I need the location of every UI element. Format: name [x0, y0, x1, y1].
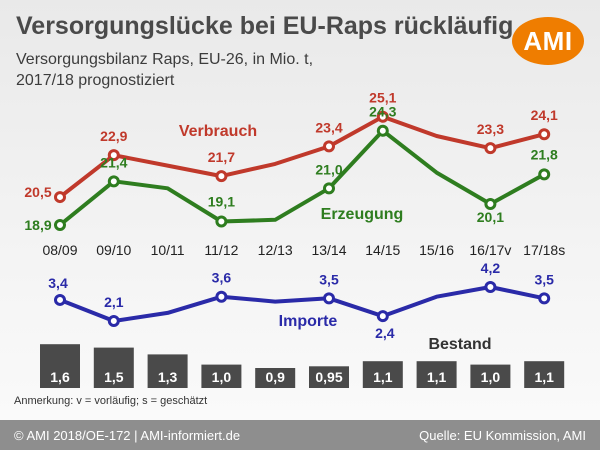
bestand-bar-11-12: [201, 364, 242, 388]
series-label-verbrauch: Verbrauch: [179, 123, 257, 140]
verbrauch-data-label-14-15: 25,1: [369, 90, 396, 106]
importe-point-11-12: [215, 290, 228, 303]
ami-logo: AMI: [512, 17, 584, 65]
importe-line: [58, 285, 547, 323]
verbrauch-point-17-18s: [538, 128, 551, 141]
erzeugung-data-label-14-15: 24,3: [369, 104, 396, 120]
bestand-bar-14-15: [362, 361, 403, 388]
importe-data-label-13-14: 3,5: [319, 271, 339, 287]
x-tick-label-12-13: 12/13: [258, 242, 293, 258]
x-tick-label-15-16: 15/16: [419, 242, 454, 258]
footnote: Anmerkung: v = vorläufig; s = geschätzt: [14, 395, 208, 407]
bestand-bar-label-08-09: 1,6: [50, 369, 70, 385]
bestand-bar-15-16: [416, 361, 457, 388]
erzeugung-data-label-11-12: 19,1: [208, 194, 235, 210]
verbrauch-point-08-09: [54, 191, 66, 204]
verbrauch-data-label-17-18s: 24,1: [531, 107, 558, 123]
erzeugung-point-11-12: [215, 215, 228, 228]
erzeugung-data-label-16-17v: 20,1: [477, 209, 504, 225]
x-tick-label-14-15: 14/15: [365, 242, 400, 258]
erzeugung-point-17-18s: [538, 168, 551, 181]
importe-data-label-16-17v: 4,2: [481, 260, 501, 276]
erzeugung-point-08-09: [54, 219, 66, 231]
chart-subtitle-2: 2017/18 prognostiziert: [16, 72, 175, 89]
verbrauch-point-09-10: [107, 149, 120, 162]
importe-point-13-14: [323, 292, 335, 305]
chart-title: Versorgungslücke bei EU-Raps rückläufig: [16, 12, 514, 40]
bestand-bar-label-13-14: 0,95: [315, 369, 342, 385]
importe-point-17-18s: [538, 292, 551, 305]
importe-data-label-09-10: 2,1: [104, 294, 124, 310]
bestand-bar-08-09: [40, 344, 80, 388]
verbrauch-point-14-15: [376, 110, 389, 123]
bestand-bar-label-11-12: 1,0: [212, 369, 232, 385]
bestand-bar-label-09-10: 1,5: [104, 369, 124, 385]
footer-bar: © AMI 2018/OE-172 | AMI-informiert.de Qu…: [0, 420, 600, 450]
series-label-bestand: Bestand: [428, 336, 491, 353]
bestand-bar-09-10: [93, 347, 134, 388]
bestand-bar-label-14-15: 1,1: [373, 369, 393, 385]
importe-point-08-09: [54, 293, 66, 306]
verbrauch-point-13-14: [323, 140, 335, 153]
erzeugung-point-09-10: [107, 175, 120, 188]
x-tick-label-17-18s: 17/18s: [523, 242, 565, 258]
erzeugung-point-14-15: [376, 124, 389, 137]
verbrauch-data-label-16-17v: 23,3: [477, 121, 504, 137]
importe-data-label-14-15: 2,4: [375, 325, 395, 341]
importe-data-label-08-09: 3,4: [48, 275, 68, 291]
importe-point-09-10: [107, 315, 120, 327]
erzeugung-data-label-09-10: 21,4: [100, 154, 127, 170]
x-tick-label-10-11: 10/11: [151, 242, 185, 258]
bestand-bar-12-13: [255, 368, 296, 388]
x-tick-label-13-14: 13/14: [311, 242, 346, 258]
erzeugung-data-label-17-18s: 21,8: [531, 146, 558, 162]
footer-copyright: © AMI 2018/OE-172 | AMI-informiert.de: [14, 428, 241, 443]
verbrauch-data-label-13-14: 23,4: [315, 119, 342, 135]
x-tick-label-08-09: 08/09: [42, 242, 77, 258]
importe-data-label-17-18s: 3,5: [534, 271, 554, 287]
bestand-bar-label-10-11: 1,3: [158, 369, 178, 385]
erzeugung-data-label-08-09: 18,9: [24, 217, 51, 233]
erzeugung-data-label-13-14: 21,0: [315, 161, 342, 177]
verbrauch-line: [58, 114, 547, 200]
chart-plot: 20,5 22,9 21,7 23,4 25,1 23,3 24,1 18,9 21,4 19,1…: [24, 90, 565, 388]
footer-source: Quelle: EU Kommission, AMI: [419, 428, 586, 443]
x-tick-label-09-10: 09/10: [96, 242, 131, 258]
bestand-bar-17-18s: [524, 361, 565, 388]
erzeugung-point-13-14: [323, 182, 335, 195]
verbrauch-data-label-11-12: 21,7: [208, 149, 235, 165]
verbrauch-data-label-08-09: 20,5: [24, 184, 51, 200]
x-tick-label-11-12: 11/12: [204, 242, 238, 258]
bestand-bar-16-17v: [470, 364, 511, 388]
erzeugung-point-16-17v: [484, 198, 497, 211]
verbrauch-data-label-09-10: 22,9: [100, 128, 127, 144]
chart-subtitle: Versorgungsbilanz Raps, EU-26, in Mio. t…: [16, 51, 314, 68]
bestand-bar-10-11: [147, 354, 188, 388]
verbrauch-point-16-17v: [484, 142, 497, 155]
importe-data-label-11-12: 3,6: [212, 270, 232, 286]
series-label-erzeugung: Erzeugung: [321, 206, 404, 223]
bestand-bar-label-15-16: 1,1: [427, 369, 447, 385]
series-label-importe: Importe: [279, 313, 338, 330]
bestand-bar-13-14: [309, 366, 349, 388]
x-tick-label-16-17v: 16/17v: [469, 242, 511, 258]
erzeugung-line: [58, 128, 547, 227]
bestand-bar-label-16-17v: 1,0: [481, 369, 501, 385]
importe-point-16-17v: [484, 280, 497, 293]
bestand-bar-label-17-18s: 1,1: [534, 369, 554, 385]
importe-point-14-15: [376, 310, 389, 323]
verbrauch-point-11-12: [215, 170, 228, 183]
bestand-bar-label-12-13: 0,9: [265, 369, 285, 385]
